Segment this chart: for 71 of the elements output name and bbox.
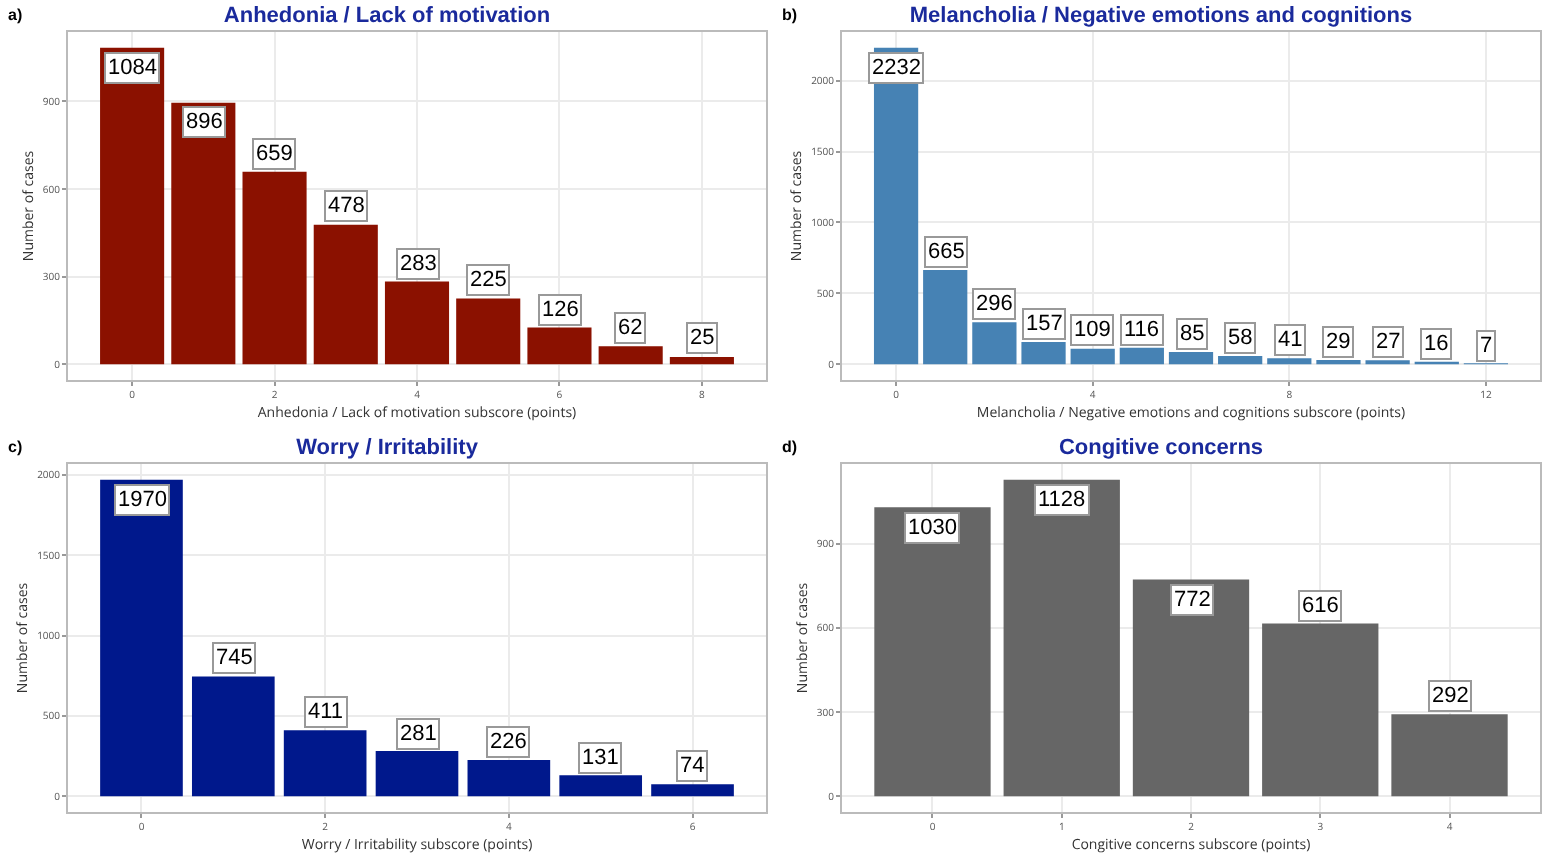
data-label: 225: [470, 268, 507, 292]
data-label: 116: [1124, 318, 1160, 342]
bar: [651, 784, 734, 797]
bar: [874, 507, 991, 797]
data-label: 659: [256, 142, 293, 166]
data-label: 1030: [908, 516, 957, 540]
bar: [375, 751, 459, 797]
bar: [669, 356, 734, 365]
data-label: 29: [1326, 330, 1351, 354]
data-label: 74: [680, 754, 705, 778]
bar: [1003, 479, 1120, 797]
bar: [1168, 352, 1214, 365]
bar: [923, 269, 968, 365]
bar: [100, 479, 183, 797]
bar: [1119, 347, 1164, 365]
text: c): [8, 438, 23, 456]
text: b): [782, 6, 798, 24]
data-label: 478: [328, 194, 365, 218]
bar: [598, 346, 663, 365]
bar: [559, 775, 643, 797]
data-label: 772: [1174, 588, 1211, 612]
bar: [456, 298, 521, 365]
data-label: 1084: [108, 56, 157, 80]
text: a): [8, 6, 23, 24]
data-label: 281: [400, 722, 437, 746]
chart-title: Worry / Irritability: [296, 435, 480, 460]
bar: [1391, 714, 1508, 797]
data-label: 283: [400, 252, 437, 276]
bar: [242, 171, 307, 365]
bar: [313, 224, 378, 365]
bar: [1132, 579, 1250, 797]
text: d): [782, 438, 798, 456]
data-label: 411: [308, 700, 344, 724]
data-label: 126: [542, 298, 579, 322]
data-label: 58: [1228, 326, 1253, 350]
data-label: 131: [582, 746, 619, 770]
bar: [191, 676, 275, 797]
bar: [1267, 358, 1312, 365]
bar: [1262, 623, 1379, 797]
data-label: 16: [1424, 332, 1449, 356]
data-label: 7: [1480, 334, 1493, 358]
data-label: 296: [976, 292, 1013, 316]
data-label: 896: [186, 110, 223, 134]
data-label: 292: [1432, 684, 1469, 708]
data-label: 616: [1302, 594, 1339, 618]
data-label: 665: [928, 240, 965, 264]
chart-title: Congitive concerns: [1058, 435, 1264, 460]
data-label: 2232: [872, 56, 921, 80]
data-label: 41: [1278, 328, 1303, 352]
bar: [1021, 341, 1066, 365]
data-label: 25: [690, 326, 715, 350]
bar: [283, 730, 367, 797]
data-label: 1970: [118, 488, 167, 512]
bar: [467, 759, 551, 797]
chart-title: Melancholia / Negative emotions and cognitions: [909, 3, 1413, 28]
bar: [384, 281, 450, 365]
bar: [972, 322, 1017, 365]
bar: [171, 102, 236, 365]
bar: [527, 327, 592, 365]
chart-title: Anhedonia / Lack of motivation: [223, 3, 551, 28]
data-label: 27: [1376, 330, 1401, 354]
data-label: 62: [618, 316, 643, 340]
data-label: 109: [1074, 318, 1111, 342]
data-label: 85: [1180, 322, 1205, 346]
data-label: 226: [490, 730, 527, 754]
bar: [1070, 348, 1115, 365]
data-label: 745: [216, 646, 253, 670]
data-label: 157: [1026, 312, 1063, 336]
bar: [1218, 355, 1263, 365]
data-label: 1128: [1038, 488, 1086, 512]
bar: [100, 47, 165, 365]
